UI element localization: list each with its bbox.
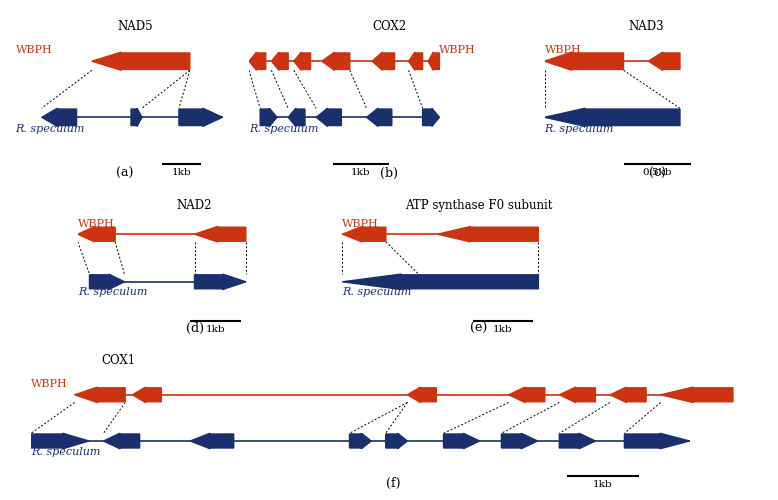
Text: 0.5kb: 0.5kb xyxy=(643,168,672,177)
Text: R. speculum: R. speculum xyxy=(31,446,100,456)
FancyArrow shape xyxy=(249,52,266,70)
Text: (e): (e) xyxy=(470,322,487,335)
FancyArrow shape xyxy=(545,52,624,70)
FancyArrow shape xyxy=(179,108,223,126)
Text: R. speculum: R. speculum xyxy=(545,124,614,134)
FancyArrow shape xyxy=(648,52,680,70)
FancyArrow shape xyxy=(92,52,190,70)
Text: (b): (b) xyxy=(380,167,398,180)
FancyArrow shape xyxy=(386,434,408,448)
Text: NAD2: NAD2 xyxy=(177,199,212,212)
FancyArrow shape xyxy=(559,387,595,402)
Text: WBPH: WBPH xyxy=(78,218,114,228)
Text: R. speculum: R. speculum xyxy=(78,288,147,298)
FancyArrow shape xyxy=(366,108,392,126)
Text: R. speculum: R. speculum xyxy=(249,124,318,134)
Text: (f): (f) xyxy=(386,477,400,490)
Text: 1kb: 1kb xyxy=(493,325,513,334)
Text: WBPH: WBPH xyxy=(440,44,476,54)
FancyArrow shape xyxy=(132,387,161,402)
FancyArrow shape xyxy=(260,108,277,126)
FancyArrow shape xyxy=(545,108,680,126)
Text: (c): (c) xyxy=(649,167,666,180)
Text: COX2: COX2 xyxy=(372,20,406,33)
FancyArrow shape xyxy=(625,434,689,448)
Text: 1kb: 1kb xyxy=(351,168,371,177)
FancyArrow shape xyxy=(42,108,76,126)
FancyArrow shape xyxy=(509,387,545,402)
FancyArrow shape xyxy=(75,387,125,402)
FancyArrow shape xyxy=(372,52,394,70)
FancyArrow shape xyxy=(349,434,371,448)
FancyArrow shape xyxy=(422,108,440,126)
FancyArrow shape xyxy=(194,274,246,289)
FancyArrow shape xyxy=(408,52,422,70)
FancyArrow shape xyxy=(322,52,350,70)
Text: R. speculum: R. speculum xyxy=(16,124,85,134)
FancyArrow shape xyxy=(316,108,342,126)
FancyArrow shape xyxy=(342,226,386,242)
FancyArrow shape xyxy=(661,387,733,402)
Text: WBPH: WBPH xyxy=(545,44,581,54)
FancyArrow shape xyxy=(501,434,538,448)
Text: WBPH: WBPH xyxy=(342,218,379,228)
FancyArrow shape xyxy=(103,434,140,448)
FancyArrow shape xyxy=(294,52,310,70)
FancyArrow shape xyxy=(610,387,646,402)
Text: (d): (d) xyxy=(185,322,204,335)
FancyArrow shape xyxy=(342,274,538,289)
Text: (a): (a) xyxy=(116,167,133,180)
FancyArrow shape xyxy=(194,226,246,242)
FancyArrow shape xyxy=(443,434,480,448)
FancyArrow shape xyxy=(31,434,89,448)
FancyArrow shape xyxy=(428,52,440,70)
FancyArrow shape xyxy=(272,52,288,70)
Text: 1kb: 1kb xyxy=(171,168,191,177)
Text: WBPH: WBPH xyxy=(16,44,52,54)
FancyArrow shape xyxy=(437,226,538,242)
Text: ATP synthase F0 subunit: ATP synthase F0 subunit xyxy=(405,199,552,212)
FancyArrow shape xyxy=(288,108,305,126)
Text: NAD3: NAD3 xyxy=(629,20,664,33)
Text: 1kb: 1kb xyxy=(205,325,226,334)
FancyArrow shape xyxy=(78,226,115,242)
Text: R. speculum: R. speculum xyxy=(342,288,412,298)
Text: NAD5: NAD5 xyxy=(117,20,153,33)
FancyArrow shape xyxy=(131,108,142,126)
FancyArrow shape xyxy=(408,387,436,402)
Text: COX1: COX1 xyxy=(101,354,135,367)
FancyArrow shape xyxy=(89,274,124,289)
FancyArrow shape xyxy=(191,434,233,448)
Text: WBPH: WBPH xyxy=(31,379,68,389)
FancyArrow shape xyxy=(559,434,595,448)
Text: 1kb: 1kb xyxy=(593,480,612,489)
